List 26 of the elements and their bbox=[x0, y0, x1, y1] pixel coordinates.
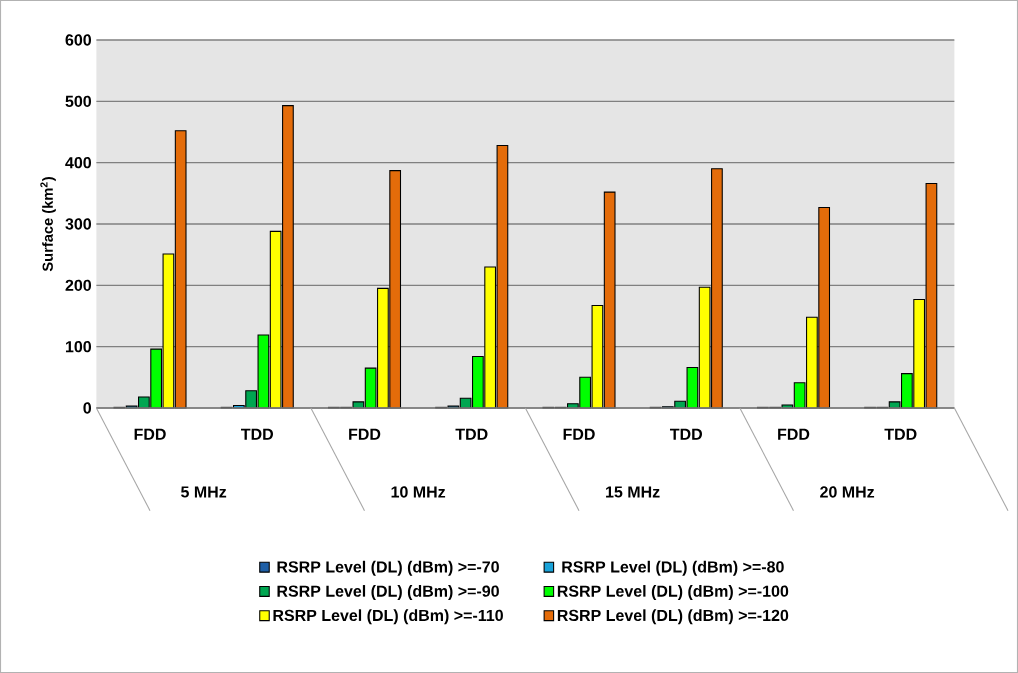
text: 10 MHz bbox=[391, 486, 446, 498]
x-tick-label: TDD bbox=[884, 428, 917, 440]
y-tick-label: 0 bbox=[83, 402, 92, 414]
y-tick-label: 200 bbox=[65, 279, 92, 291]
y-tick-label: 300 bbox=[65, 218, 92, 230]
y-tick-label: 500 bbox=[65, 95, 92, 107]
y-tick-label: 400 bbox=[65, 157, 92, 169]
legend-label: RSRP Level (DL) (dBm) >=-70 bbox=[277, 560, 499, 576]
x-tick-label: FDD bbox=[778, 428, 810, 440]
legend-label: RSRP Level (DL) (dBm) >=-80 bbox=[562, 560, 784, 576]
text: 15 MHz bbox=[606, 486, 660, 498]
text: 5 MHz bbox=[181, 486, 227, 498]
x-tick-label: FDD bbox=[134, 428, 166, 440]
y-tick-label: 600 bbox=[65, 34, 92, 46]
y-axis-title: Surface (km$^{2}$) bbox=[40, 177, 56, 272]
legend-label: RSRP Level (DL) (dBm) >=-90 bbox=[277, 585, 499, 600]
legend-label: RSRP Level (DL) (dBm) >=-120 bbox=[557, 609, 789, 625]
legend-label: RSRP Level (DL) (dBm) >=-110 bbox=[273, 609, 503, 625]
legend-label: RSRP Level (DL) (dBm) >=-100 bbox=[557, 585, 789, 600]
x-tick-label: TDD bbox=[670, 428, 703, 440]
x-tick-label: TDD bbox=[241, 428, 274, 440]
y-tick-label: 100 bbox=[65, 341, 92, 353]
x-tick-label: FDD bbox=[563, 428, 595, 440]
x-tick-label: TDD bbox=[455, 428, 488, 440]
text: 20 MHz bbox=[820, 486, 875, 498]
x-tick-label: FDD bbox=[349, 428, 381, 440]
